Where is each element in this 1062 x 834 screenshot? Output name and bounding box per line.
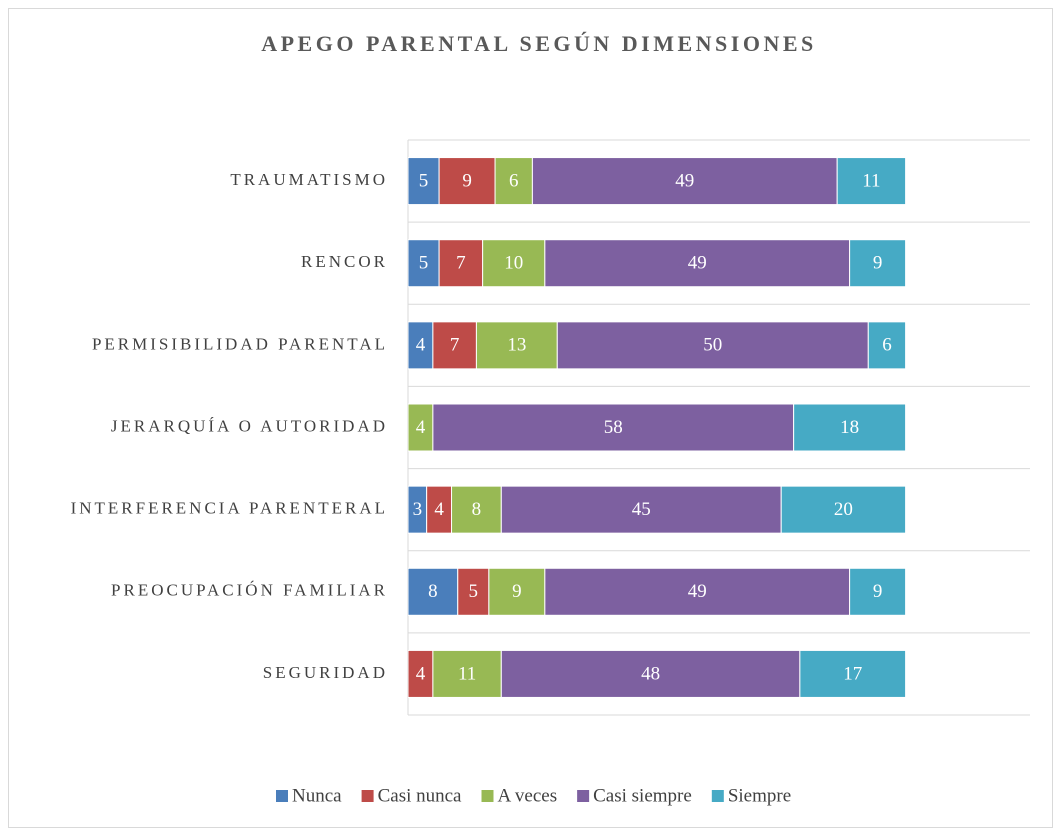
data-label: 5 bbox=[419, 170, 429, 191]
data-label: 18 bbox=[840, 417, 859, 438]
data-label: 45 bbox=[632, 499, 651, 520]
data-label: 49 bbox=[688, 253, 707, 274]
data-label: 17 bbox=[843, 663, 862, 684]
data-label: 5 bbox=[469, 581, 479, 602]
bar-segment bbox=[482, 239, 546, 288]
bar-segment bbox=[556, 321, 869, 370]
data-label: 48 bbox=[641, 663, 660, 684]
category-label: SEGURIDAD bbox=[263, 663, 388, 682]
data-label: 49 bbox=[675, 170, 694, 191]
bar-segment bbox=[426, 485, 453, 534]
bar-segment bbox=[849, 567, 907, 616]
bar-segment bbox=[432, 321, 477, 370]
legend-swatch bbox=[481, 790, 494, 802]
category-label: INTERFERENCIA PARENTERAL bbox=[71, 499, 388, 518]
bar-segment bbox=[432, 403, 795, 452]
data-label: 9 bbox=[462, 170, 472, 191]
data-label: 3 bbox=[413, 499, 423, 520]
data-label: 50 bbox=[703, 335, 722, 356]
bar-segment bbox=[544, 239, 851, 288]
data-label: 6 bbox=[509, 170, 519, 191]
legend-swatch bbox=[711, 790, 724, 802]
bar-segment bbox=[494, 157, 533, 206]
data-label: 6 bbox=[882, 335, 892, 356]
bar-segment bbox=[451, 485, 502, 534]
bar-segment bbox=[780, 485, 907, 534]
bar-segment bbox=[531, 157, 838, 206]
data-label: 8 bbox=[472, 499, 482, 520]
category-label: RENCOR bbox=[301, 252, 388, 271]
data-label: 7 bbox=[450, 335, 460, 356]
data-label: 4 bbox=[416, 417, 426, 438]
legend-label: Nunca bbox=[292, 785, 342, 806]
legend-swatch bbox=[577, 790, 590, 802]
data-label: 9 bbox=[873, 581, 883, 602]
bar-segment bbox=[438, 239, 484, 288]
data-label: 58 bbox=[604, 417, 623, 438]
bar-segment bbox=[408, 567, 459, 616]
bar-segment bbox=[408, 403, 434, 452]
data-label: 4 bbox=[416, 663, 426, 684]
chart-title: APEGO PARENTAL SEGÚN DIMENSIONES bbox=[261, 31, 817, 56]
data-label: 8 bbox=[428, 581, 438, 602]
legend-swatch bbox=[361, 790, 374, 802]
bar-segment bbox=[438, 157, 496, 206]
bar-segment bbox=[475, 321, 558, 370]
data-label: 13 bbox=[507, 335, 526, 356]
data-label: 10 bbox=[504, 253, 523, 274]
bar-segment bbox=[836, 157, 907, 206]
data-label: 4 bbox=[416, 335, 426, 356]
legend-swatch bbox=[276, 790, 288, 802]
bar-segment bbox=[867, 321, 907, 370]
category-label: PERMISIBILIDAD PARENTAL bbox=[92, 334, 388, 353]
bar-segment bbox=[500, 649, 801, 698]
legend-label: A veces bbox=[498, 785, 558, 806]
category-label: JERARQUÍA O AUTORIDAD bbox=[111, 416, 388, 435]
data-label: 20 bbox=[834, 499, 853, 520]
data-label: 11 bbox=[862, 170, 880, 191]
legend-label: Casi nunca bbox=[378, 785, 462, 806]
bar-segment bbox=[432, 649, 502, 698]
data-label: 7 bbox=[456, 253, 466, 274]
bar-segment bbox=[500, 485, 782, 534]
bar-segment bbox=[793, 403, 907, 452]
data-label: 5 bbox=[419, 253, 429, 274]
bar-segment bbox=[799, 649, 907, 698]
legend-label: Siempre bbox=[728, 785, 791, 806]
bar-segment bbox=[457, 567, 490, 616]
category-label: PREOCUPACIÓN FAMILIAR bbox=[111, 581, 388, 600]
bar-segment bbox=[408, 649, 434, 698]
data-label: 4 bbox=[434, 499, 444, 520]
data-label: 9 bbox=[512, 581, 522, 602]
category-label: TRAUMATISMO bbox=[230, 170, 388, 189]
data-label: 9 bbox=[873, 253, 883, 274]
legend-label: Casi siempre bbox=[593, 785, 692, 806]
bar-segment bbox=[849, 239, 907, 288]
data-label: 11 bbox=[458, 663, 476, 684]
bar-segment bbox=[408, 321, 434, 370]
data-label: 49 bbox=[688, 581, 707, 602]
